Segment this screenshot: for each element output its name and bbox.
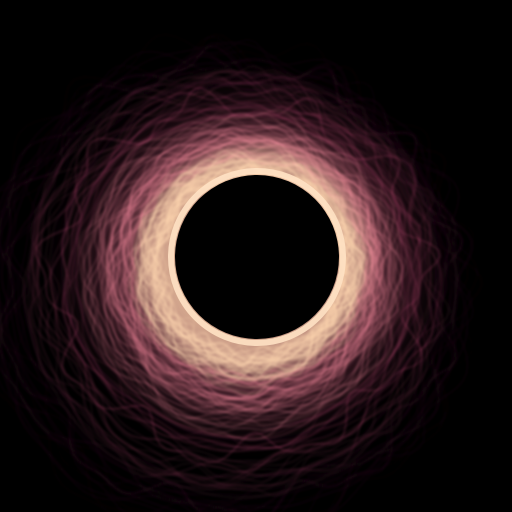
filament-strand [32,76,434,487]
filament-strand [63,105,419,447]
filament-strand [64,106,416,452]
filament-strand [4,42,462,512]
filament-strand [61,99,418,450]
filament-strand [0,36,469,512]
filament-strand [0,62,462,507]
filament-strand [77,127,407,421]
filament-strand [9,83,449,491]
dark-core [175,175,339,339]
filament-strand [49,88,422,473]
filament-strand [112,134,376,409]
filament-strand [83,116,401,431]
filament-strand [0,34,483,512]
filament-strand [33,71,428,488]
filament-strand [71,103,408,449]
filament-strand [101,128,392,414]
filament-strand [18,68,441,497]
filament-strand [0,55,473,512]
filament-strand [0,34,478,512]
filament-strand [0,58,458,512]
filament-strand [0,71,458,503]
filament-strand [61,102,420,449]
filament-strand [106,138,381,400]
inner-rim-glow [150,150,364,364]
filament-strand [22,76,443,490]
filament-strand [106,133,386,411]
filament-strand [91,130,399,415]
filament-strand [0,52,474,512]
filament-strand [0,42,468,512]
filament-strand [31,76,444,476]
filament-strand [5,78,453,491]
filament-strand [88,118,402,425]
inner-rim [168,168,346,346]
filament-strand [0,39,474,512]
filament-strand [62,90,419,465]
